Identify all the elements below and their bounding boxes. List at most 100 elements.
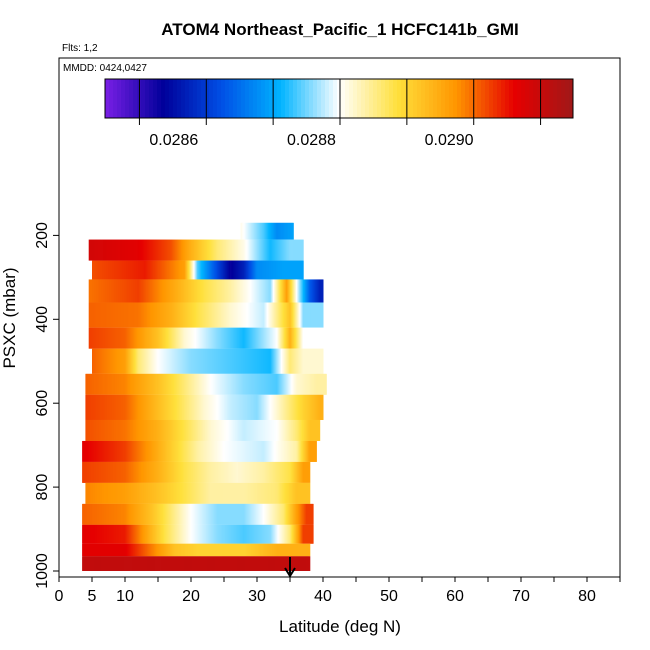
colorbar-swatch — [357, 79, 362, 118]
heatmap-cell — [218, 461, 221, 483]
heatmap-cell — [94, 461, 96, 483]
heatmap-cell — [264, 327, 267, 349]
heatmap-cell — [176, 524, 178, 544]
heatmap-cell — [206, 302, 209, 328]
heatmap-cell — [244, 556, 247, 571]
heatmap-cell — [122, 419, 124, 441]
heatmap-cell — [277, 556, 280, 571]
heatmap-cell — [162, 327, 165, 349]
heatmap-cell — [136, 419, 138, 441]
heatmap-cell — [231, 260, 233, 280]
heatmap-cell — [280, 543, 283, 557]
heatmap-cell — [182, 556, 185, 571]
heatmap-cell — [122, 461, 124, 483]
heatmap-cell — [303, 394, 305, 420]
heatmap-cell — [177, 279, 180, 303]
heatmap-cell — [290, 482, 293, 504]
heatmap-cell — [295, 302, 298, 328]
heatmap-cell — [100, 419, 102, 441]
heatmap-cell — [89, 543, 91, 557]
heatmap-cell — [120, 260, 122, 280]
heatmap-cell — [312, 524, 314, 544]
heatmap-cell — [202, 373, 204, 395]
heatmap-cell — [93, 524, 95, 544]
heatmap-cell — [155, 327, 158, 349]
heatmap-cell — [260, 373, 262, 395]
heatmap-cell — [211, 543, 214, 557]
heatmap-cell — [129, 327, 132, 349]
heatmap-cell — [186, 279, 189, 303]
heatmap-cell — [286, 222, 288, 240]
heatmap-cell — [267, 461, 270, 483]
heatmap-cell — [304, 556, 307, 571]
heatmap-cell — [119, 348, 121, 374]
heatmap-cell — [85, 524, 87, 544]
heatmap-cell — [207, 419, 210, 441]
heatmap-cell — [265, 440, 267, 462]
heatmap-cell — [173, 503, 175, 525]
heatmap-cell — [215, 503, 217, 525]
heatmap-cell — [160, 302, 163, 328]
heatmap-cell — [259, 556, 262, 571]
heatmap-cell — [264, 556, 267, 571]
heatmap-cell — [244, 524, 246, 544]
heatmap-cell — [100, 440, 102, 462]
colorbar: 0.0286 0.0288 0.0290 — [104, 78, 574, 149]
heatmap-cell — [216, 279, 219, 303]
heatmap-cell — [218, 503, 220, 525]
x-tick-label: 60 — [446, 588, 464, 605]
heatmap-cell — [170, 348, 172, 374]
heatmap-cell — [306, 348, 308, 374]
heatmap-cell — [140, 373, 142, 395]
heatmap-cell — [189, 348, 191, 374]
heatmap-cell — [314, 440, 316, 462]
heatmap-cell — [104, 503, 106, 525]
heatmap-cell — [133, 260, 135, 280]
heatmap-cell — [270, 482, 273, 504]
heatmap-cell — [277, 260, 279, 280]
heatmap-cell — [249, 524, 251, 544]
heatmap-cell — [110, 302, 113, 328]
heatmap-cell — [215, 394, 217, 420]
heatmap-cell — [294, 482, 297, 504]
heatmap-cell — [167, 503, 169, 525]
heatmap-cell — [223, 543, 226, 557]
heatmap-cell — [272, 556, 275, 571]
heatmap-cell — [154, 348, 156, 374]
heatmap-cell — [116, 503, 118, 525]
heatmap-cell — [292, 461, 295, 483]
heatmap-cell — [151, 327, 154, 349]
heatmap-cell — [102, 302, 105, 328]
heatmap-cell — [96, 419, 98, 441]
heatmap-cell — [257, 440, 259, 462]
heatmap-cell — [99, 279, 102, 303]
heatmap-cell — [112, 543, 114, 557]
heatmap-cell — [178, 394, 180, 420]
heatmap-cell — [188, 461, 191, 483]
heatmap-cell — [190, 302, 193, 328]
heatmap-cell — [273, 394, 275, 420]
heatmap-cell — [173, 394, 175, 420]
heatmap-cell — [180, 260, 182, 280]
heatmap-cell — [97, 419, 99, 441]
heatmap-cell — [285, 556, 288, 571]
heatmap-cell — [92, 419, 94, 441]
heatmap-cell — [111, 373, 113, 395]
heatmap-cell — [291, 373, 293, 395]
heatmap-cell — [149, 556, 151, 571]
heatmap-cell — [87, 440, 89, 462]
heatmap-cell — [196, 461, 199, 483]
heatmap-cell — [126, 327, 129, 349]
heatmap-cell — [264, 419, 267, 441]
heatmap-cell — [94, 302, 97, 328]
heatmap-cell — [98, 524, 100, 544]
heatmap-cell — [157, 327, 160, 349]
heatmap-cell — [113, 440, 115, 462]
heatmap-cell — [213, 327, 216, 349]
heatmap-cell — [97, 524, 99, 544]
heatmap-cell — [261, 348, 263, 374]
heatmap-cell — [249, 279, 252, 303]
heatmap-cell — [295, 279, 298, 303]
heatmap-cell — [247, 279, 250, 303]
heatmap-cell — [298, 373, 300, 395]
